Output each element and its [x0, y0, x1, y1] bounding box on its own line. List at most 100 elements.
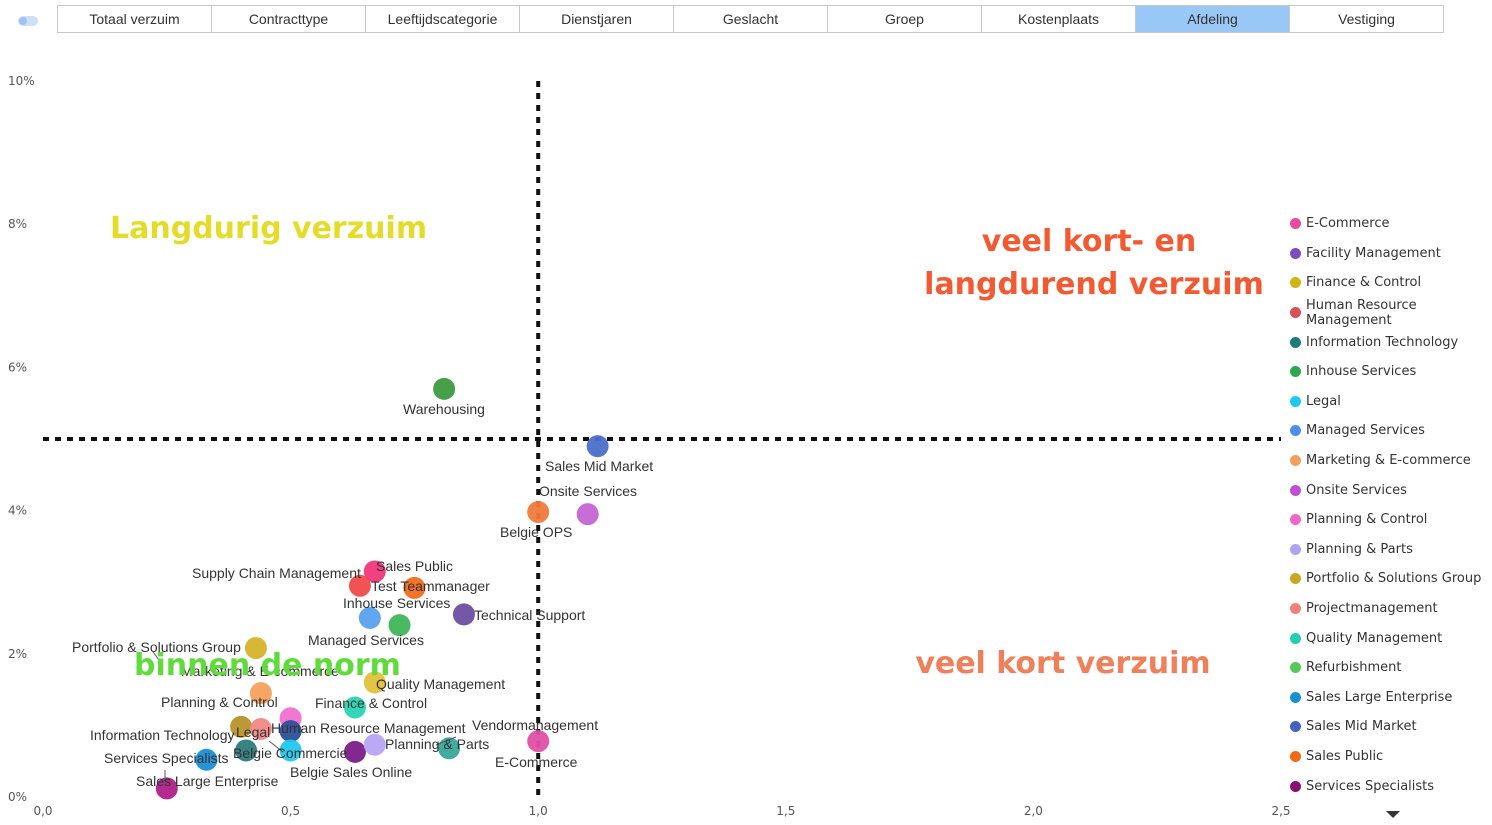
data-label: Sales Mid Market: [545, 458, 653, 474]
data-point: [388, 614, 411, 637]
legend-item[interactable]: E-Commerce: [1290, 209, 1492, 239]
y-tick-label: 8%: [8, 217, 27, 231]
legend-item[interactable]: Legal: [1290, 387, 1492, 417]
data-point: [348, 574, 371, 597]
view-toggle[interactable]: [18, 16, 38, 26]
leader-line: [152, 651, 160, 661]
data-label: Belgie Sales Online: [290, 764, 412, 780]
y-tick-label: 6%: [8, 360, 27, 374]
legend-item[interactable]: Marketing & E-commerce: [1290, 446, 1492, 476]
data-label: Sales Public: [376, 558, 453, 574]
legend-item[interactable]: Services Specialists: [1290, 771, 1492, 801]
legend-swatch: [1290, 780, 1301, 792]
legend-label: Sales Public: [1306, 748, 1384, 764]
tab-leeftijdscategorie[interactable]: Leeftijdscategorie: [365, 5, 520, 33]
legend-item[interactable]: Onsite Services: [1290, 475, 1492, 505]
legend-swatch: [1290, 395, 1301, 407]
legend-label: Services Specialists: [1306, 778, 1435, 794]
data-point: [249, 682, 272, 705]
data-point: [576, 503, 599, 526]
data-point: [438, 737, 461, 760]
legend-swatch: [1290, 366, 1301, 378]
data-label: Quality Management: [376, 676, 505, 692]
quadrant-label: Langdurig verzuim: [110, 211, 427, 246]
legend-item[interactable]: Information Technology: [1290, 327, 1492, 357]
tab-totaal-verzuim[interactable]: Totaal verzuim: [57, 5, 212, 33]
legend-item[interactable]: Sales Public: [1290, 742, 1492, 772]
data-label: Legal: [236, 724, 270, 740]
data-point: [452, 603, 475, 626]
legend-item[interactable]: Quality Management: [1290, 623, 1492, 653]
data-point: [249, 717, 272, 740]
data-label: Planning & Parts: [385, 736, 489, 752]
tab-geslacht[interactable]: Geslacht: [673, 5, 828, 33]
legend-item[interactable]: Projectmanagement: [1290, 594, 1492, 624]
legend-label: Refurbishment: [1306, 660, 1402, 676]
tab-groep[interactable]: Groep: [827, 5, 982, 33]
tab-dienstjaren[interactable]: Dienstjaren: [519, 5, 674, 33]
legend-item[interactable]: Portfolio & Solutions Group: [1290, 564, 1492, 594]
quadrant-label: binnen de norm: [134, 648, 401, 683]
data-point: [363, 560, 386, 583]
legend-item[interactable]: Managed Services: [1290, 416, 1492, 446]
legend-swatch: [1290, 484, 1301, 496]
legend-item[interactable]: Finance & Control: [1290, 268, 1492, 298]
legend: E-Commerce Facility Management Finance & C…: [1290, 209, 1492, 801]
data-label: Services Specialists: [104, 750, 229, 766]
data-point: [343, 696, 366, 719]
data-point: [235, 739, 258, 762]
legend-item[interactable]: Planning & Parts: [1290, 535, 1492, 565]
data-label: Belgie Commercie: [233, 745, 348, 761]
data-point: [363, 733, 386, 756]
data-label: Test Teammanager: [371, 578, 490, 594]
data-point: [195, 748, 218, 771]
data-label: Belgie OPS: [500, 524, 572, 540]
legend-swatch: [1290, 721, 1301, 733]
legend-item[interactable]: Refurbishment: [1290, 653, 1492, 683]
leader-line: [435, 736, 457, 746]
legend-label: Information Technology: [1306, 334, 1459, 350]
legend-item[interactable]: Sales Large Enterprise: [1290, 683, 1492, 713]
tab-bar: Totaal verzuim Contracttype Leeftijdscateg…: [57, 5, 1444, 33]
data-label: Information Technology: [90, 727, 235, 743]
y-tick-label: 4%: [8, 504, 27, 518]
legend-item[interactable]: Inhouse Services: [1290, 357, 1492, 387]
x-tick-label: 0,5: [281, 804, 300, 818]
data-label: Managed Services: [308, 632, 424, 648]
legend-label: Facility Management: [1306, 245, 1441, 261]
legend-swatch: [1290, 307, 1301, 319]
x-tick-label: 1,0: [529, 804, 548, 818]
legend-swatch: [1290, 247, 1301, 259]
legend-swatch: [1290, 336, 1301, 348]
legend-item[interactable]: Facility Management: [1290, 239, 1492, 269]
data-label: E-Commerce: [495, 754, 578, 770]
legend-item[interactable]: Planning & Control: [1290, 505, 1492, 535]
legend-item[interactable]: Sales Mid Market: [1290, 712, 1492, 742]
legend-label: E-Commerce: [1306, 216, 1390, 232]
legend-item[interactable]: Human Resource Management: [1290, 298, 1492, 328]
legend-swatch: [1290, 750, 1301, 762]
legend-label: Quality Management: [1306, 630, 1443, 646]
tab-vestiging[interactable]: Vestiging: [1289, 5, 1444, 33]
legend-swatch: [1290, 691, 1301, 703]
legend-label: Projectmanagement: [1306, 601, 1438, 617]
y-tick-label: 10%: [8, 74, 35, 88]
data-label: Onsite Services: [539, 483, 637, 499]
legend-label: Inhouse Services: [1306, 364, 1417, 380]
data-label: Marketing & E-commerce: [181, 663, 339, 679]
legend-label: Finance & Control: [1306, 275, 1422, 291]
legend-swatch: [1290, 573, 1301, 585]
legend-swatch: [1290, 603, 1301, 615]
data-point: [527, 730, 550, 753]
tab-kostenplaats[interactable]: Kostenplaats: [981, 5, 1136, 33]
data-label: Technical Support: [474, 607, 585, 623]
data-label: Vendormanagement: [472, 717, 598, 733]
legend-scroll-down-icon[interactable]: [1386, 811, 1400, 818]
tab-afdeling[interactable]: Afdeling: [1135, 5, 1290, 33]
data-point: [279, 739, 302, 762]
data-label: Supply Chain Management: [192, 565, 361, 581]
data-label: Finance & Control: [315, 695, 427, 711]
legend-swatch: [1290, 543, 1301, 555]
legend-label: Managed Services: [1306, 423, 1425, 439]
